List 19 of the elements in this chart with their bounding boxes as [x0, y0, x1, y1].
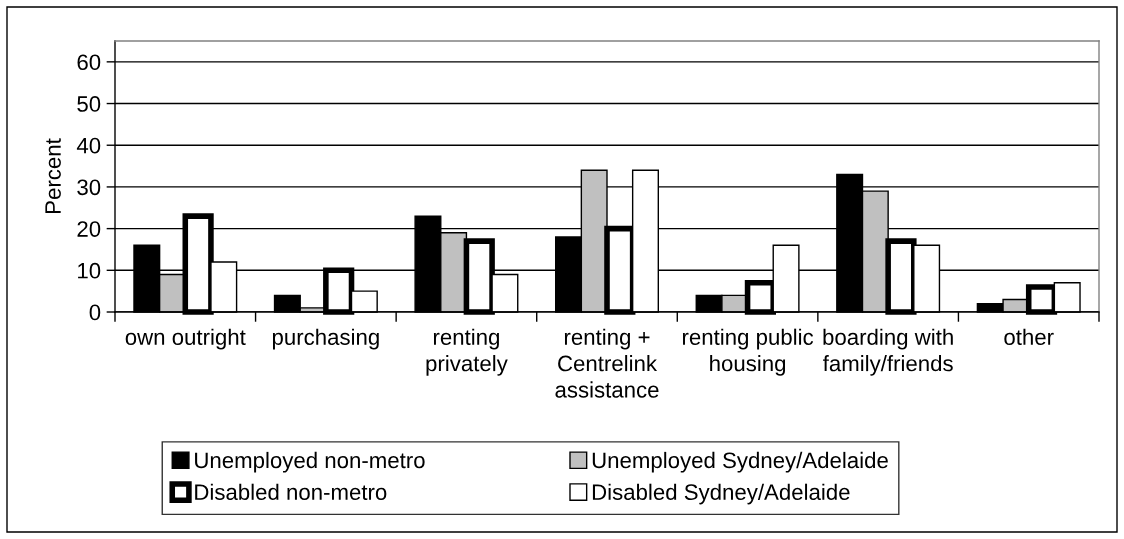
y-tick-label: 60 [77, 54, 101, 71]
y-axis-title: Percent [45, 138, 61, 213]
y-tick-label: 20 [77, 221, 101, 237]
legend-label: Unemployed non-metro [195, 451, 425, 473]
x-tick-label: renting public housing [682, 328, 814, 376]
x-tick-label: own outright [125, 328, 246, 350]
y-tick-label: 10 [78, 262, 101, 279]
y-tick-label: 40 [76, 137, 101, 154]
legend-label: Unemployed Sydney/Adelaide [592, 451, 888, 473]
y-tick-label: 0 [89, 304, 101, 321]
x-tick-label: boarding with family/friends [823, 328, 953, 376]
x-tick-label: purchasing [272, 328, 379, 350]
x-tick-label: renting privately [426, 328, 508, 376]
x-tick-label: other [1004, 328, 1054, 345]
x-tick-label: renting + Centrelink assistance [555, 328, 659, 398]
legend-label: Disabled non-metro [195, 483, 387, 501]
y-tick-label: 50 [77, 96, 101, 112]
y-tick-label: 30 [77, 179, 101, 196]
legend-label: Disabled Sydney/Adelaide [592, 483, 850, 505]
